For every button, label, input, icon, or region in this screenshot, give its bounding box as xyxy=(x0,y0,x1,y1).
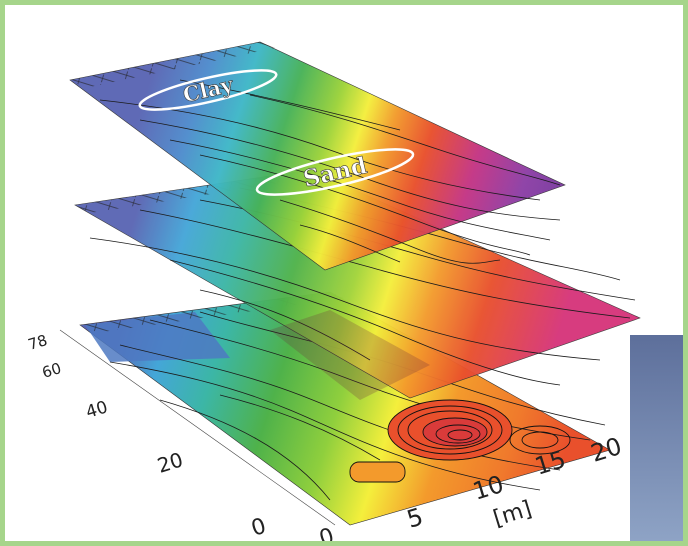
top-layer-contours xyxy=(99,79,561,264)
left-axis-tick-78: 78 xyxy=(26,331,50,354)
front-axis-unit: [m] xyxy=(490,497,534,532)
layered-contour-diagram: Clay Sand 78 60 40 20 0 0 5 10 15 20 [m] xyxy=(26,41,683,541)
front-axis-tick-5: 5 xyxy=(404,502,427,533)
top-layer: Clay Sand xyxy=(69,41,566,271)
clay-label-oval xyxy=(138,69,278,111)
bottom-layer xyxy=(79,291,611,526)
left-axis-tick-20: 20 xyxy=(154,447,185,477)
front-axis-tick-20: 20 xyxy=(588,432,625,468)
front-axis-tick-0: 0 xyxy=(316,524,337,541)
sand-label-oval xyxy=(255,148,415,196)
top-layer-tick-band xyxy=(70,42,275,88)
clay-label: Clay xyxy=(138,69,278,111)
left-axis-line xyxy=(59,329,336,526)
left-axis-tick-60: 60 xyxy=(40,359,64,382)
clay-label-text: Clay xyxy=(180,71,236,107)
left-axis-tick-0: 0 xyxy=(248,514,269,541)
left-axis-tick-40: 40 xyxy=(84,397,111,422)
side-panel xyxy=(630,335,683,541)
bottom-layer-hotspot xyxy=(349,399,571,483)
middle-layer-contours xyxy=(89,187,636,386)
middle-layer-shadow xyxy=(270,310,430,400)
